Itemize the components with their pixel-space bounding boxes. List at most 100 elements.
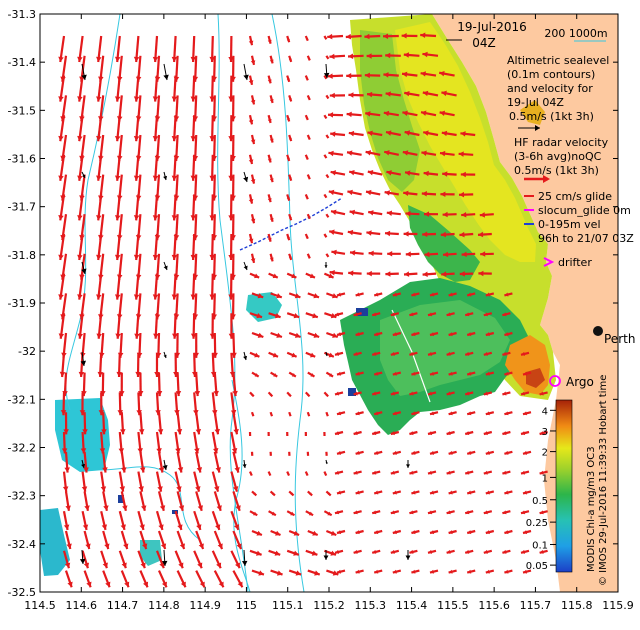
hf-arrow: [251, 371, 260, 378]
hf-arrow: [327, 112, 344, 118]
y-tick-label: -31.4: [8, 56, 36, 69]
hf-arrow: [365, 111, 381, 117]
hf-arrow: [306, 55, 311, 61]
hf-arrow: [427, 510, 437, 515]
hf-arrow: [323, 510, 333, 517]
hf-arrow: [448, 569, 457, 574]
altimetric-arrow: [163, 261, 168, 271]
hf-arrow: [325, 490, 332, 497]
hf-arrow: [480, 251, 494, 257]
hf-arrow: [440, 231, 455, 238]
hf-arrow: [137, 471, 144, 492]
hf-arrow: [411, 450, 420, 455]
hf-arrow: [411, 529, 420, 535]
hf-arrow: [77, 75, 84, 102]
hf-radar-legend: HF radar velocity (3-6h avg)noQC 0.5m/s …: [514, 136, 609, 183]
hf-arrow: [329, 92, 346, 99]
hf-arrow: [96, 35, 103, 63]
x-tick-label: 115.9: [602, 599, 634, 612]
hf-arrow: [373, 411, 383, 416]
hf-arrow: [171, 75, 178, 102]
hf-arrow: [61, 431, 68, 454]
hf-arrow: [427, 470, 437, 475]
glider-track: [239, 197, 343, 251]
svg-text:slocum_glide 0m: slocum_glide 0m: [538, 204, 631, 217]
perth-label: Perth: [604, 332, 635, 346]
hf-arrow: [190, 313, 197, 339]
hf-arrow: [422, 51, 439, 58]
x-tick-label: 115.3: [355, 599, 387, 612]
hf-arrow: [429, 292, 439, 297]
hf-arrow: [139, 491, 147, 512]
hf-arrow: [386, 210, 401, 216]
hf-arrow: [427, 312, 437, 317]
hf-arrow: [120, 412, 126, 435]
hf-arrow: [384, 230, 399, 237]
hf-arrow: [366, 230, 381, 236]
colorbar: [555, 399, 573, 573]
hf-arrow: [77, 313, 84, 339]
hf-arrow: [250, 174, 256, 184]
hf-arrow: [325, 213, 330, 218]
hf-arrow: [483, 510, 493, 515]
hf-arrow: [114, 194, 121, 221]
hf-arrow: [390, 470, 400, 475]
altimetric-arrow: [405, 550, 411, 560]
hf-arrow: [133, 233, 140, 261]
hf-arrow: [466, 411, 476, 416]
hf-arrow: [355, 490, 364, 495]
hf-arrow: [420, 32, 437, 39]
hf-arrow: [348, 92, 364, 98]
hf-arrow: [520, 510, 530, 515]
hf-arrow: [328, 229, 344, 236]
hf-arrow: [477, 231, 492, 238]
hf-arrow: [157, 530, 167, 550]
hf-arrow: [387, 251, 401, 257]
hf-arrow: [286, 391, 292, 398]
hf-arrow: [323, 391, 329, 398]
svg-text:and velocity for: and velocity for: [507, 82, 593, 95]
hf-arrow: [323, 233, 328, 238]
hf-arrow: [98, 392, 105, 416]
hf-arrow: [504, 331, 513, 337]
altimetric-arrow: [163, 351, 167, 359]
hf-arrow: [156, 372, 163, 397]
hf-arrow: [171, 194, 178, 221]
hf-arrow: [448, 371, 457, 376]
hf-arrow: [402, 110, 418, 117]
hf-arrow: [334, 510, 344, 515]
hf-arrow: [213, 412, 220, 435]
hf-arrow: [306, 134, 311, 141]
hf-arrow: [328, 150, 344, 157]
hf-arrow: [230, 550, 241, 569]
hf-arrow: [347, 53, 364, 60]
hf-arrow: [307, 371, 316, 378]
hf-arrow: [288, 529, 300, 537]
hf-arrow: [190, 35, 197, 63]
hf-arrow: [392, 529, 402, 535]
y-tick-label: -31.6: [8, 153, 36, 166]
hf-arrow: [405, 210, 420, 217]
hf-arrow: [429, 371, 439, 376]
hf-arrow: [269, 134, 274, 143]
hf-arrow: [324, 312, 337, 319]
y-tick-label: -32.3: [8, 490, 36, 503]
chlorophyll-field: [40, 14, 556, 576]
hf-arrow: [504, 371, 513, 376]
hf-arrow: [466, 569, 476, 574]
map-title: 19-Jul-2016: [457, 20, 527, 34]
hf-arrow: [427, 351, 437, 356]
altimetric-legend: Altimetric sealevel (0.1m contours) and …: [507, 54, 609, 131]
hf-arrow: [102, 530, 110, 550]
credit-label: © IMOS 29-Jul-2016 11:39:33 Hobart time: [598, 375, 609, 586]
hf-arrow: [367, 130, 383, 137]
hf-arrow: [323, 471, 328, 477]
hf-arrow: [539, 430, 548, 436]
hf-arrow: [464, 391, 474, 396]
hf-arrow: [427, 549, 437, 554]
hf-arrow: [249, 510, 258, 517]
hf-arrow: [466, 371, 476, 376]
hf-arrow: [120, 491, 128, 512]
colorbar-tick-label: 4: [542, 406, 548, 417]
hf-arrow: [346, 73, 362, 79]
